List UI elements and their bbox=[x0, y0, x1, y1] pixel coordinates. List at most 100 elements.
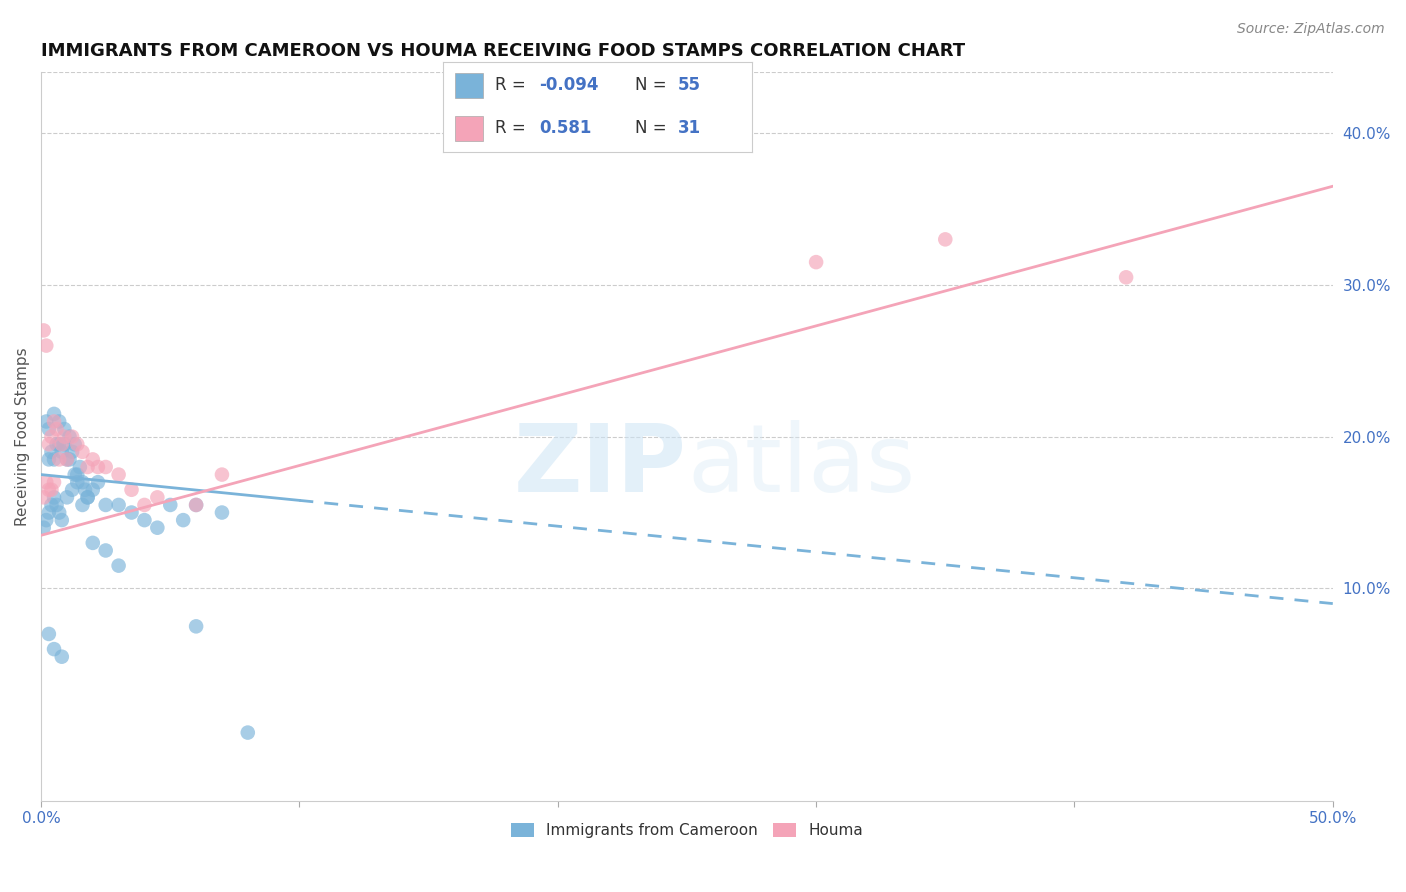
Point bbox=[72, 475, 94, 490]
Point bbox=[32, 521, 55, 535]
Point bbox=[76, 460, 98, 475]
Point bbox=[51, 513, 73, 527]
Point bbox=[56, 452, 79, 467]
Point bbox=[32, 323, 55, 337]
Point bbox=[146, 491, 169, 505]
Point bbox=[53, 422, 76, 436]
Point bbox=[35, 475, 58, 490]
Point bbox=[38, 483, 60, 497]
Text: IMMIGRANTS FROM CAMEROON VS HOUMA RECEIVING FOOD STAMPS CORRELATION CHART: IMMIGRANTS FROM CAMEROON VS HOUMA RECEIV… bbox=[41, 42, 966, 60]
Point bbox=[87, 460, 110, 475]
Point bbox=[42, 475, 65, 490]
Point bbox=[60, 430, 83, 444]
Point bbox=[32, 491, 55, 505]
Point bbox=[121, 483, 143, 497]
Text: 0.581: 0.581 bbox=[538, 120, 591, 137]
Text: 31: 31 bbox=[678, 120, 702, 137]
Text: -0.094: -0.094 bbox=[538, 76, 599, 95]
Point bbox=[134, 498, 156, 512]
Point bbox=[63, 467, 86, 482]
Point bbox=[48, 437, 70, 451]
Point bbox=[38, 422, 60, 436]
Text: 55: 55 bbox=[678, 76, 702, 95]
Point bbox=[107, 498, 129, 512]
Point bbox=[41, 498, 63, 512]
Point bbox=[45, 437, 67, 451]
Point bbox=[82, 452, 104, 467]
Point bbox=[107, 558, 129, 573]
Point bbox=[72, 498, 94, 512]
Point bbox=[41, 483, 63, 497]
Point bbox=[146, 521, 169, 535]
Point bbox=[48, 506, 70, 520]
Point bbox=[66, 475, 89, 490]
Point bbox=[211, 467, 233, 482]
Point bbox=[42, 452, 65, 467]
FancyBboxPatch shape bbox=[456, 73, 484, 98]
Point bbox=[38, 627, 60, 641]
Point bbox=[211, 506, 233, 520]
Point bbox=[60, 483, 83, 497]
Point bbox=[804, 255, 827, 269]
Text: ZIP: ZIP bbox=[515, 420, 688, 512]
Point bbox=[69, 460, 91, 475]
Point bbox=[42, 415, 65, 429]
Point bbox=[184, 619, 207, 633]
FancyBboxPatch shape bbox=[456, 116, 484, 141]
Point bbox=[56, 452, 79, 467]
Point bbox=[121, 506, 143, 520]
Point bbox=[45, 498, 67, 512]
Point bbox=[38, 506, 60, 520]
Point bbox=[236, 725, 259, 739]
Point bbox=[41, 445, 63, 459]
Point bbox=[35, 338, 58, 352]
Point bbox=[159, 498, 181, 512]
Point bbox=[134, 513, 156, 527]
Point bbox=[42, 642, 65, 657]
Point bbox=[172, 513, 194, 527]
Point bbox=[48, 415, 70, 429]
Point bbox=[184, 498, 207, 512]
Point bbox=[94, 543, 117, 558]
Point bbox=[45, 422, 67, 436]
Text: N =: N = bbox=[634, 120, 672, 137]
Point bbox=[76, 491, 98, 505]
Point bbox=[934, 232, 956, 246]
Point bbox=[60, 445, 83, 459]
Point bbox=[53, 430, 76, 444]
Point bbox=[42, 407, 65, 421]
Point bbox=[73, 483, 96, 497]
Point bbox=[58, 430, 80, 444]
Text: atlas: atlas bbox=[688, 420, 915, 512]
Point bbox=[51, 649, 73, 664]
Point bbox=[35, 415, 58, 429]
Text: Source: ZipAtlas.com: Source: ZipAtlas.com bbox=[1237, 22, 1385, 37]
Text: R =: R = bbox=[495, 120, 531, 137]
Point bbox=[87, 475, 110, 490]
Point bbox=[48, 452, 70, 467]
Point bbox=[66, 467, 89, 482]
Point bbox=[35, 513, 58, 527]
Point bbox=[63, 437, 86, 451]
Point bbox=[42, 491, 65, 505]
Point bbox=[82, 483, 104, 497]
Point bbox=[51, 437, 73, 451]
Point bbox=[94, 460, 117, 475]
Point bbox=[107, 467, 129, 482]
Point bbox=[51, 445, 73, 459]
Legend: Immigrants from Cameroon, Houma: Immigrants from Cameroon, Houma bbox=[505, 817, 869, 844]
Point bbox=[72, 445, 94, 459]
Point bbox=[82, 536, 104, 550]
Point bbox=[184, 498, 207, 512]
Point bbox=[38, 437, 60, 451]
Point bbox=[53, 437, 76, 451]
Point bbox=[1115, 270, 1137, 285]
Point bbox=[94, 498, 117, 512]
Y-axis label: Receiving Food Stamps: Receiving Food Stamps bbox=[15, 347, 30, 526]
Text: R =: R = bbox=[495, 76, 531, 95]
Point bbox=[58, 452, 80, 467]
Point bbox=[38, 452, 60, 467]
Point bbox=[56, 491, 79, 505]
Point bbox=[76, 491, 98, 505]
Point bbox=[41, 430, 63, 444]
